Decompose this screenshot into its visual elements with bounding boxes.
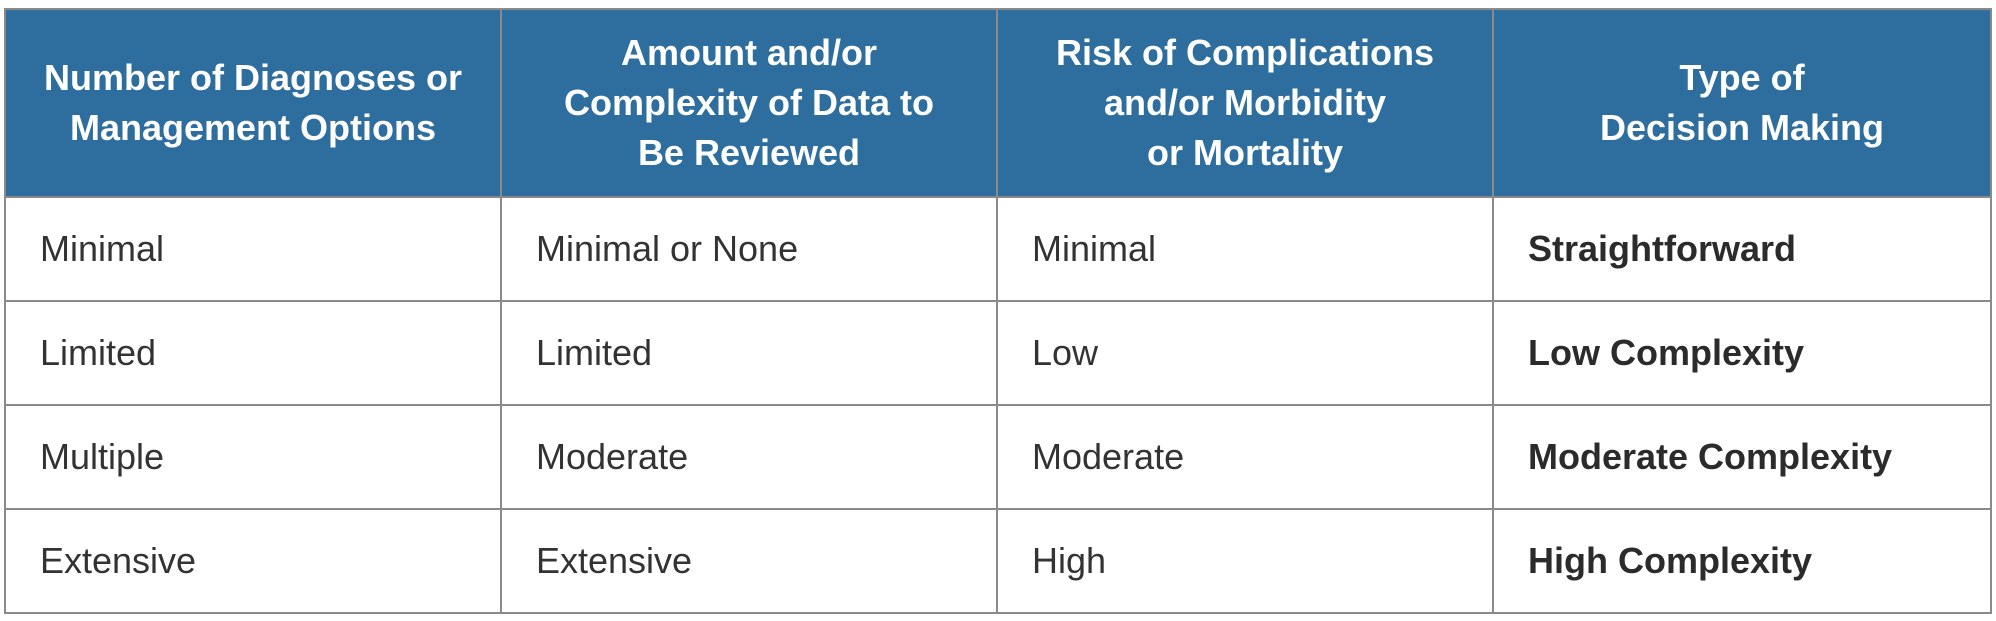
table-row: Multiple Moderate Moderate Moderate Comp… [4, 404, 1992, 510]
header-data-complexity: Amount and/or Complexity of Data to Be R… [500, 8, 998, 198]
table-row: Limited Limited Low Low Complexity [4, 300, 1992, 406]
cell-data-amount: Moderate [500, 404, 998, 510]
cell-diagnoses: Extensive [4, 508, 502, 614]
decision-making-table-container: Number of Diagnoses or Management Option… [4, 8, 1992, 614]
header-line: Decision Making [1599, 107, 1885, 148]
header-decision-type: Type of Decision Making [1492, 8, 1992, 198]
header-line: Complexity of Data to [563, 82, 935, 123]
header-line: Number of Diagnoses or [43, 57, 463, 98]
table-row: Minimal Minimal or None Minimal Straight… [4, 196, 1992, 302]
cell-risk: Moderate [996, 404, 1494, 510]
cell-risk: Minimal [996, 196, 1494, 302]
cell-data-amount: Extensive [500, 508, 998, 614]
cell-risk: High [996, 508, 1494, 614]
cell-diagnoses: Minimal [4, 196, 502, 302]
cell-risk: Low [996, 300, 1494, 406]
cell-data-amount: Limited [500, 300, 998, 406]
decision-making-table: Number of Diagnoses or Management Option… [4, 8, 1992, 614]
cell-diagnoses: Multiple [4, 404, 502, 510]
header-line: Type of [1679, 57, 1805, 98]
header-line: Be Reviewed [637, 132, 861, 173]
cell-data-amount: Minimal or None [500, 196, 998, 302]
header-line: and/or Morbidity [1104, 82, 1386, 123]
cell-decision-type: Low Complexity [1492, 300, 1992, 406]
header-line: Management Options [69, 107, 437, 148]
header-line: or Mortality [1146, 132, 1343, 173]
cell-diagnoses: Limited [4, 300, 502, 406]
header-line: Risk of Complications [1055, 32, 1435, 73]
header-diagnoses-options: Number of Diagnoses or Management Option… [4, 8, 502, 198]
header-line: Amount and/or [621, 32, 877, 73]
table-row: Extensive Extensive High High Complexity [4, 508, 1992, 614]
cell-decision-type: Straightforward [1492, 196, 1992, 302]
cell-decision-type: High Complexity [1492, 508, 1992, 614]
table-header-row: Number of Diagnoses or Management Option… [4, 8, 1992, 198]
cell-decision-type: Moderate Complexity [1492, 404, 1992, 510]
header-risk: Risk of Complications and/or Morbidity o… [996, 8, 1494, 198]
